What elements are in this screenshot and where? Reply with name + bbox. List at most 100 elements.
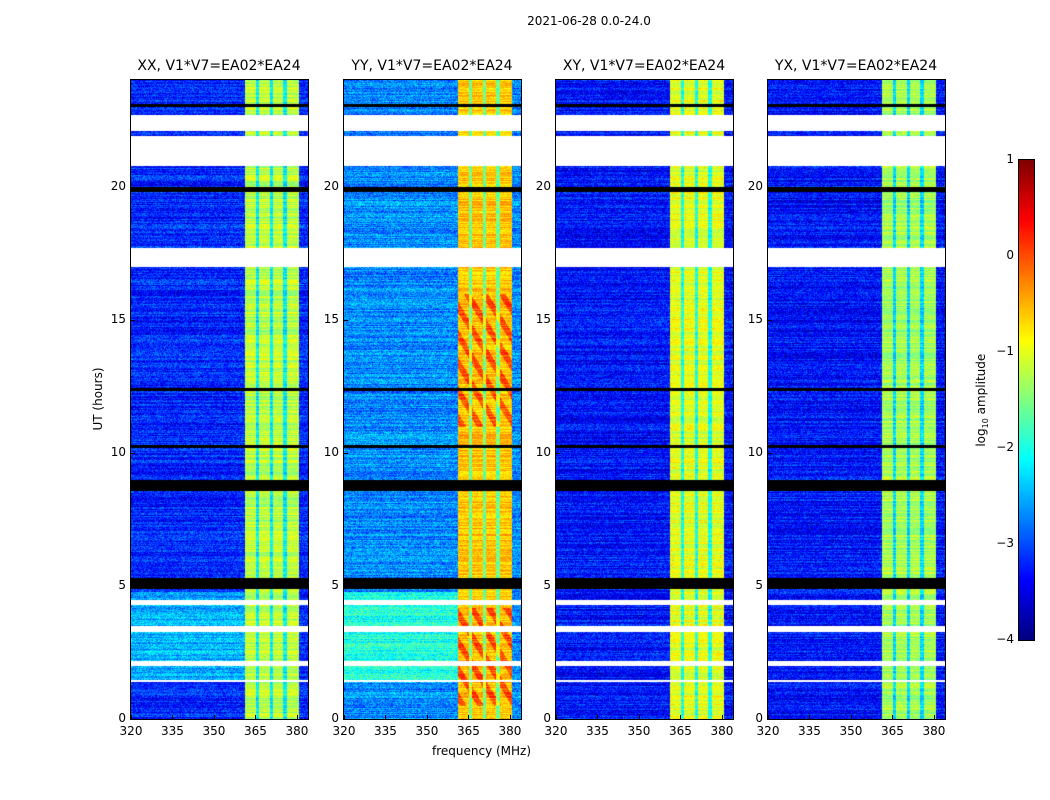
heatmap-image: [556, 80, 733, 719]
y-tick-label: 15: [747, 311, 763, 326]
x-axis-label: frequency (MHz): [432, 744, 532, 758]
x-tick-label: 380: [498, 724, 522, 738]
x-tick-mark: [131, 715, 132, 719]
colorbar-tick-label: −3: [996, 536, 1014, 550]
y-tick-label: 10: [535, 444, 551, 459]
x-tick-label: 335: [798, 724, 821, 738]
x-tick-mark: [426, 715, 428, 719]
y-axis-label: UT (hours): [91, 367, 105, 431]
heatmap-image: [768, 80, 945, 719]
y-tick-label: 20: [535, 178, 551, 193]
x-tick-label: 320: [332, 724, 356, 738]
colorbar-tick-label: −2: [996, 440, 1014, 454]
y-tick-mark: [131, 452, 135, 454]
y-tick-label: 0: [331, 711, 339, 725]
colorbar-tick-label: −4: [996, 632, 1014, 646]
y-tick-mark: [344, 719, 348, 720]
x-tick-mark: [509, 715, 511, 719]
y-tick-mark: [556, 585, 560, 587]
x-tick-label: 320: [544, 724, 568, 738]
x-tick-label: 380: [922, 724, 946, 738]
x-tick-mark: [468, 715, 470, 719]
x-tick-mark: [933, 715, 935, 719]
y-tick-mark: [768, 319, 772, 321]
y-tick-label: 5: [755, 577, 763, 592]
x-tick-label: 365: [457, 724, 480, 738]
x-tick-label: 320: [756, 724, 780, 738]
y-tick-mark: [131, 719, 135, 720]
x-tick-mark: [385, 715, 387, 719]
y-tick-mark: [768, 719, 772, 720]
x-tick-label: 380: [710, 724, 734, 738]
x-tick-mark: [213, 715, 215, 719]
x-tick-mark: [721, 715, 723, 719]
x-tick-mark: [556, 715, 557, 719]
colorbar-tick-label: 1: [1006, 152, 1014, 166]
y-tick-mark: [768, 452, 772, 454]
x-tick-label: 365: [881, 724, 904, 738]
x-tick-mark: [768, 715, 769, 719]
y-tick-mark: [556, 186, 560, 188]
y-tick-mark: [344, 452, 348, 454]
y-tick-mark: [768, 186, 772, 188]
heatmap-panel: [555, 79, 734, 720]
y-tick-label: 0: [755, 711, 763, 725]
y-tick-mark: [344, 585, 348, 587]
heatmap-image: [131, 80, 308, 719]
y-tick-label: 10: [110, 444, 126, 459]
colorbar: [1018, 159, 1035, 641]
x-tick-label: 380: [285, 724, 309, 738]
y-tick-mark: [131, 186, 135, 188]
x-tick-mark: [809, 715, 811, 719]
colorbar-label: log10 amplitude: [973, 353, 991, 447]
y-tick-mark: [556, 719, 560, 720]
panel-title: YX, V1*V7=EA02*EA24: [774, 58, 938, 74]
x-tick-label: 350: [415, 724, 439, 738]
colorbar-tick-label: −1: [996, 344, 1014, 358]
y-tick-label: 0: [543, 711, 551, 725]
x-tick-label: 335: [161, 724, 184, 738]
y-tick-label: 15: [110, 311, 126, 326]
panel-title: XY, V1*V7=EA02*EA24: [562, 58, 726, 74]
x-tick-label: 335: [586, 724, 609, 738]
y-tick-label: 20: [323, 178, 339, 193]
x-tick-label: 335: [374, 724, 397, 738]
heatmap-panel: [767, 79, 946, 720]
x-tick-mark: [172, 715, 174, 719]
y-tick-label: 5: [331, 577, 339, 592]
x-tick-mark: [850, 715, 852, 719]
x-tick-mark: [255, 715, 257, 719]
y-tick-mark: [556, 452, 560, 454]
x-tick-mark: [892, 715, 894, 719]
figure-title: 2021-06-28 0.0-24.0: [527, 14, 651, 28]
x-tick-mark: [597, 715, 599, 719]
heatmap-panel: [343, 79, 522, 720]
heatmap-image: [344, 80, 521, 719]
y-tick-label: 20: [110, 178, 126, 193]
y-tick-label: 5: [118, 577, 126, 592]
y-tick-label: 10: [323, 444, 339, 459]
y-tick-label: 15: [535, 311, 551, 326]
y-tick-label: 20: [747, 178, 763, 193]
y-tick-label: 10: [747, 444, 763, 459]
x-tick-mark: [344, 715, 345, 719]
y-tick-label: 0: [118, 711, 126, 725]
y-tick-mark: [768, 585, 772, 587]
x-tick-mark: [680, 715, 682, 719]
y-tick-label: 5: [543, 577, 551, 592]
x-tick-label: 350: [627, 724, 651, 738]
x-tick-label: 365: [244, 724, 267, 738]
y-tick-mark: [344, 319, 348, 321]
y-tick-mark: [131, 319, 135, 321]
x-tick-mark: [638, 715, 640, 719]
colorbar-tick-label: 0: [1006, 248, 1014, 262]
x-tick-label: 350: [202, 724, 226, 738]
x-tick-label: 320: [119, 724, 143, 738]
y-tick-label: 15: [323, 311, 339, 326]
heatmap-panel: [130, 79, 309, 720]
y-tick-mark: [131, 585, 135, 587]
x-tick-label: 350: [839, 724, 863, 738]
panel-title: XX, V1*V7=EA02*EA24: [137, 58, 301, 74]
x-tick-label: 365: [669, 724, 692, 738]
